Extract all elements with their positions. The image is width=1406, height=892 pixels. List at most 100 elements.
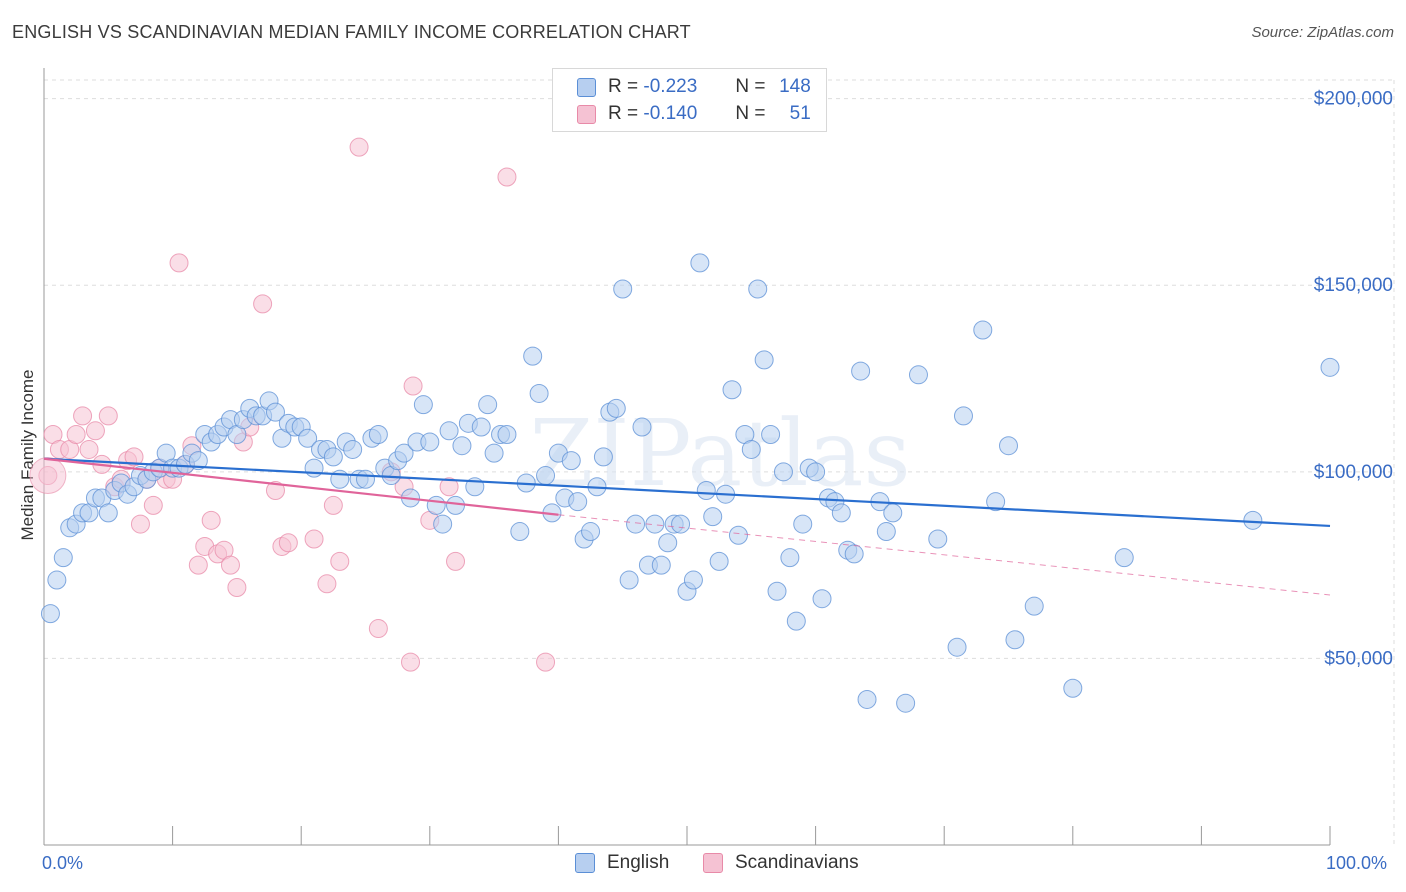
english-point	[632, 417, 652, 437]
bottom-legend-scandinavians: Scandinavians	[703, 852, 859, 874]
english-point	[709, 551, 729, 571]
scandinavians-point	[349, 137, 369, 157]
english-point	[658, 533, 678, 553]
english-point	[606, 398, 626, 418]
english-point	[722, 380, 742, 400]
english-legend-swatch	[575, 853, 595, 873]
scandinavians-points	[29, 137, 556, 672]
english-point	[439, 421, 459, 441]
y-tick-label: $50,000	[1324, 648, 1393, 669]
scandinavians-point	[220, 555, 240, 575]
english-point	[780, 548, 800, 568]
correlation-legend: R = -0.223 N = 148 R = -0.140 N = 51	[552, 68, 827, 132]
english-point	[896, 693, 916, 713]
scandinavians-point	[169, 253, 189, 273]
english-trend-line	[43, 457, 1331, 528]
scandinavians-point	[446, 551, 466, 571]
scandinavians-point	[124, 447, 144, 467]
scandinavians-point	[143, 495, 163, 515]
english-point	[761, 425, 781, 445]
english-point	[581, 522, 601, 542]
scandinavians-point	[265, 480, 285, 500]
english-point	[613, 279, 633, 299]
scandinavians-point	[317, 574, 337, 594]
english-point	[265, 402, 285, 422]
scandinavians-point	[98, 406, 118, 426]
english-point	[1114, 548, 1134, 568]
english-point	[188, 451, 208, 471]
legend-row-english: R = -0.223 N = 148	[577, 75, 811, 99]
scandinavians-point	[85, 421, 105, 441]
english-point	[343, 439, 363, 459]
legend-n-label: N =	[735, 103, 766, 124]
english-point	[645, 514, 665, 534]
english-point	[651, 555, 671, 575]
y-tick-label: $100,000	[1314, 462, 1393, 483]
english-point	[773, 462, 793, 482]
english-point	[844, 544, 864, 564]
english-point	[786, 611, 806, 631]
scandinavians-trend-line	[43, 457, 559, 516]
scandinavians-point	[536, 652, 556, 672]
english-point	[529, 383, 549, 403]
english-point	[523, 346, 543, 366]
english-point	[1024, 596, 1044, 616]
scandinavians-point	[201, 510, 221, 530]
scandinavians-point	[304, 529, 324, 549]
legend-r-label: R =	[608, 76, 639, 97]
english-point	[1063, 678, 1083, 698]
english-point	[928, 529, 948, 549]
legend-r-label: R =	[608, 103, 639, 124]
legend-n-value: 148	[779, 76, 811, 97]
english-point	[471, 417, 491, 437]
english-point	[98, 503, 118, 523]
english-point	[568, 492, 588, 512]
english-point	[876, 522, 896, 542]
english-point	[368, 425, 388, 445]
scandinavians-point	[401, 652, 421, 672]
english-points	[40, 253, 1340, 713]
axes	[43, 68, 1331, 846]
y-tick-label: $200,000	[1314, 89, 1393, 110]
english-point	[986, 492, 1006, 512]
english-point	[831, 503, 851, 523]
english-point	[690, 253, 710, 273]
y-tick-label: $150,000	[1314, 275, 1393, 296]
scandinavians-point	[227, 578, 247, 598]
english-point	[510, 522, 530, 542]
english-point	[703, 507, 723, 527]
english-point	[323, 447, 343, 467]
english-point	[452, 436, 472, 456]
english-point	[851, 361, 871, 381]
english-point	[806, 462, 826, 482]
english-point	[973, 320, 993, 340]
english-point	[748, 279, 768, 299]
legend-n-value: 51	[789, 103, 811, 124]
scandinavians-point	[368, 619, 388, 639]
english-point	[1005, 630, 1025, 650]
scandinavians-point	[403, 376, 423, 396]
english-point	[356, 469, 375, 489]
scandinavians-point	[330, 551, 350, 571]
english-swatch	[577, 77, 596, 97]
english-point	[413, 395, 433, 415]
english-point	[999, 436, 1018, 456]
scandinavians-swatch	[577, 104, 596, 124]
english-point	[446, 495, 466, 515]
legend-r-value: -0.223	[643, 76, 698, 97]
y-tick-labels: $50,000 $100,000 $150,000 $200,000	[1314, 89, 1393, 670]
scandinavians-point	[497, 167, 517, 187]
english-point	[626, 514, 646, 534]
scandinavians-point-large	[29, 457, 67, 495]
trend-lines	[43, 457, 1331, 596]
chart-title: ENGLISH VS SCANDINAVIAN MEDIAN FAMILY IN…	[12, 22, 691, 42]
english-point	[812, 589, 832, 609]
english-point	[767, 581, 787, 601]
scandinavians-point	[66, 425, 86, 445]
english-point	[793, 514, 813, 534]
english-point	[683, 570, 703, 590]
english-point	[394, 443, 414, 463]
english-point	[619, 570, 639, 590]
scandinavians-legend-label: Scandinavians	[735, 852, 859, 873]
